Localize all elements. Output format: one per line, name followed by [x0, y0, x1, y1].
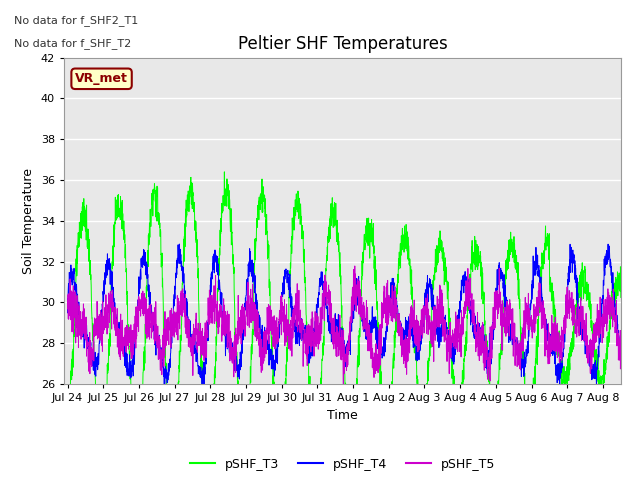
pSHF_T5: [547, 335, 554, 340]
pSHF_T4: [159, 373, 167, 379]
pSHF_T5: [300, 341, 308, 347]
pSHF_T5: [617, 356, 625, 362]
pSHF_T5: [276, 314, 284, 320]
pSHF_T4: [547, 343, 554, 349]
Line: pSHF_T4: pSHF_T4: [68, 244, 621, 390]
Line: pSHF_T5: pSHF_T5: [68, 266, 621, 385]
Line: pSHF_T3: pSHF_T3: [68, 172, 621, 480]
pSHF_T3: [276, 460, 284, 466]
pSHF_T5: [339, 382, 347, 388]
pSHF_T5: [159, 326, 167, 332]
pSHF_T5: [64, 292, 72, 298]
pSHF_T4: [300, 333, 308, 339]
Title: Peltier SHF Temperatures: Peltier SHF Temperatures: [237, 35, 447, 53]
pSHF_T3: [607, 326, 614, 332]
pSHF_T3: [221, 169, 228, 175]
pSHF_T3: [127, 367, 134, 373]
Legend: pSHF_T3, pSHF_T4, pSHF_T5: pSHF_T3, pSHF_T4, pSHF_T5: [185, 453, 500, 476]
pSHF_T4: [200, 387, 208, 393]
pSHF_T4: [607, 264, 614, 270]
pSHF_T3: [300, 260, 308, 265]
pSHF_T4: [175, 241, 183, 247]
pSHF_T3: [64, 441, 72, 446]
Text: No data for f_SHF_T2: No data for f_SHF_T2: [14, 38, 131, 49]
pSHF_T3: [547, 280, 554, 286]
pSHF_T4: [276, 315, 284, 321]
Y-axis label: Soil Temperature: Soil Temperature: [22, 168, 35, 274]
pSHF_T4: [617, 342, 625, 348]
pSHF_T4: [127, 371, 134, 377]
pSHF_T3: [159, 334, 167, 339]
pSHF_T3: [617, 295, 625, 300]
pSHF_T5: [351, 263, 358, 269]
Text: VR_met: VR_met: [75, 72, 128, 85]
Text: No data for f_SHF2_T1: No data for f_SHF2_T1: [14, 15, 138, 26]
pSHF_T5: [607, 299, 614, 305]
pSHF_T4: [64, 296, 72, 302]
X-axis label: Time: Time: [327, 408, 358, 421]
pSHF_T5: [127, 349, 134, 355]
